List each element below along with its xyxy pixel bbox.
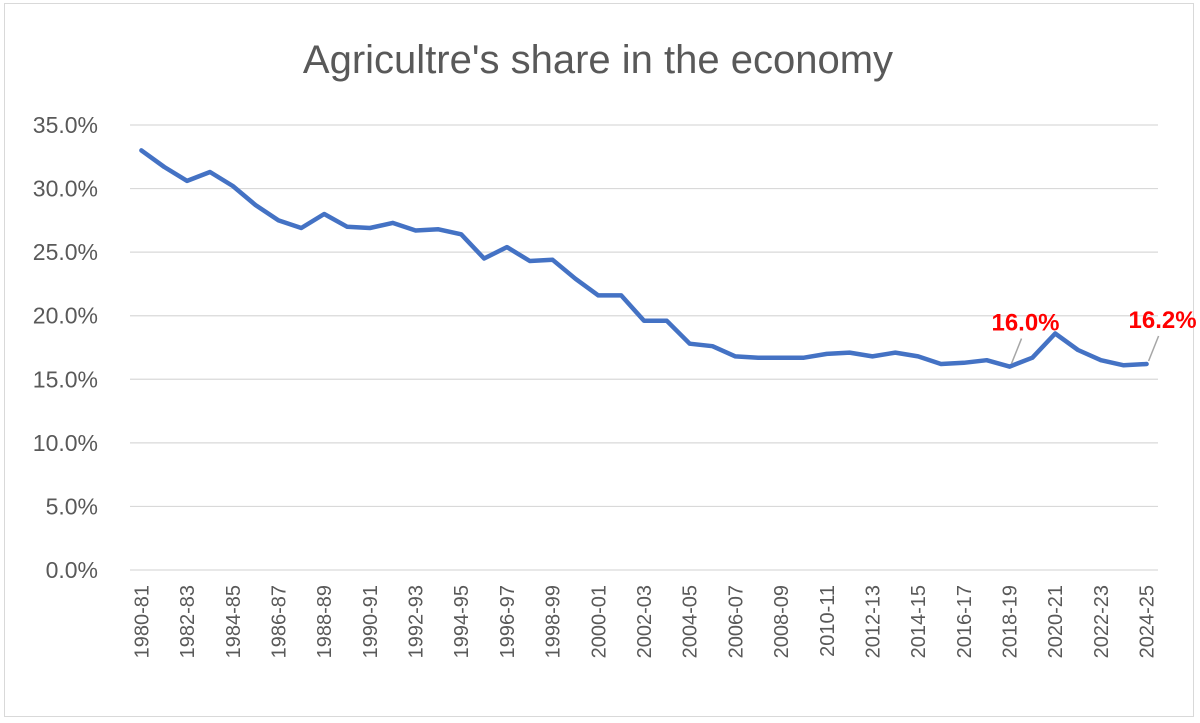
x-tick-label: 2014-15 (908, 585, 930, 658)
x-axis-ticks: 1980-81 1982-83 1984-85 1986-87 1988-89 1990-… (131, 585, 1158, 658)
x-tick-label: 1990-91 (360, 585, 382, 658)
y-tick-label: 35.0% (33, 112, 98, 138)
series-layer (139, 148, 1149, 369)
x-tick-label: 2022-23 (1091, 585, 1113, 658)
annotation-label: 16.0% (991, 310, 1059, 337)
y-tick-label: 20.0% (33, 303, 98, 329)
x-tick-label: 1994-95 (451, 585, 473, 658)
x-tick-label: 2016-17 (954, 585, 976, 658)
x-tick-label: 2018-19 (1000, 585, 1022, 658)
chart-title: Agricultre's share in the economy (303, 38, 893, 82)
x-tick-label: 2004-05 (680, 585, 702, 658)
annotation-label: 16.2% (1129, 307, 1197, 334)
y-tick-label: 10.0% (33, 430, 98, 456)
x-tick-label: 1986-87 (268, 585, 290, 658)
x-tick-label: 2010-11 (817, 585, 839, 657)
x-tick-label: 2000-01 (588, 585, 610, 658)
x-tick-label: 2008-09 (771, 585, 793, 658)
x-tick-label: 1984-85 (223, 585, 245, 658)
x-tick-label: 2024-25 (1137, 585, 1159, 658)
x-tick-label: 2006-07 (725, 585, 747, 658)
y-tick-label: 15.0% (33, 366, 98, 392)
x-tick-label: 1988-89 (314, 585, 336, 658)
annotations: 16.0% 16.2% (991, 307, 1197, 364)
x-tick-label: 1982-83 (177, 585, 199, 658)
annotation-leader (1010, 338, 1023, 364)
x-tick-label: 2020-21 (1045, 585, 1067, 658)
x-tick-label: 2012-13 (862, 585, 884, 658)
x-tick-label: 1980-81 (131, 585, 153, 658)
chart-frame (4, 3, 1194, 717)
y-tick-label: 30.0% (33, 176, 98, 202)
series-line (139, 148, 1149, 369)
x-tick-label: 1992-93 (406, 585, 428, 658)
y-axis-ticks: 0.0% 5.0% 10.0% 15.0% 20.0% 25.0% 30.0% 35.0% (33, 112, 98, 583)
annotation-leader (1147, 335, 1160, 362)
y-tick-label: 25.0% (33, 239, 98, 265)
x-tick-label: 1996-97 (497, 585, 519, 658)
gridlines (130, 124, 1158, 571)
y-tick-label: 0.0% (46, 557, 98, 583)
x-tick-label: 1998-99 (543, 585, 565, 658)
y-tick-label: 5.0% (46, 493, 98, 519)
x-tick-label: 2002-03 (634, 585, 656, 658)
